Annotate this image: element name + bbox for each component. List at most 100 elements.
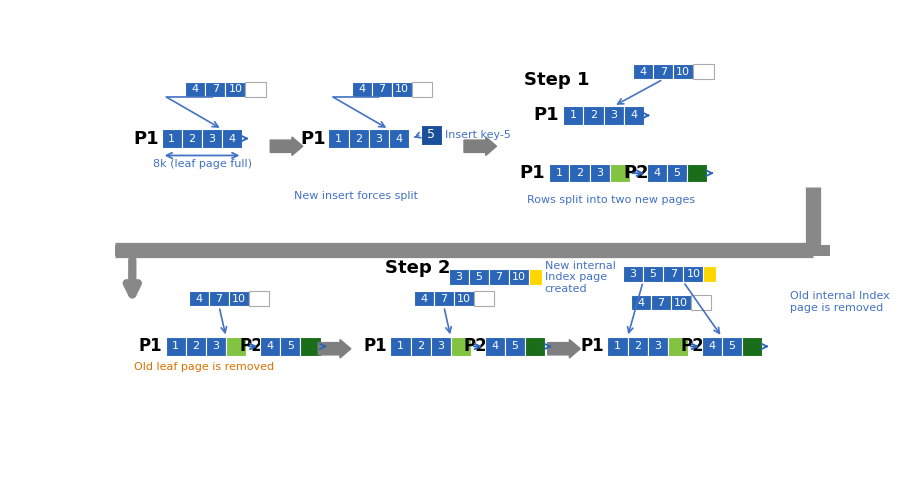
Bar [584, 106, 604, 124]
Text: P1: P1 [138, 338, 162, 355]
Bar [651, 295, 671, 310]
Text: 4: 4 [358, 84, 365, 94]
Text: Old leaf page is removed: Old leaf page is removed [135, 362, 275, 372]
Text: 10: 10 [512, 272, 526, 282]
Bar [647, 337, 668, 355]
FancyArrow shape [548, 340, 580, 358]
Bar [563, 106, 584, 124]
Bar [372, 82, 392, 97]
Bar [431, 337, 451, 355]
Bar [414, 291, 433, 306]
Text: P1: P1 [134, 130, 160, 148]
Text: 4: 4 [229, 134, 236, 143]
Bar [653, 64, 673, 79]
Bar [209, 291, 230, 306]
Text: 3: 3 [208, 134, 216, 143]
Bar [410, 337, 431, 355]
Bar [632, 64, 653, 79]
Text: P2: P2 [623, 164, 649, 182]
Bar [550, 164, 570, 182]
Bar [245, 82, 266, 97]
Bar [647, 164, 667, 182]
Bar [206, 337, 226, 355]
Bar [485, 337, 505, 355]
Text: New internal
Index page
created: New internal Index page created [545, 260, 616, 294]
Bar [448, 270, 468, 285]
Text: 1: 1 [172, 342, 179, 351]
Bar [390, 337, 410, 355]
Text: 4: 4 [640, 66, 646, 76]
Text: P1: P1 [580, 338, 604, 355]
Text: 5: 5 [674, 168, 680, 178]
Text: 1: 1 [570, 110, 577, 120]
Text: Rows split into two new pages: Rows split into two new pages [527, 194, 695, 205]
Text: 4: 4 [654, 168, 660, 178]
Bar [489, 270, 509, 285]
Text: 10: 10 [677, 66, 691, 76]
Text: 2: 2 [188, 134, 195, 143]
Bar [628, 337, 647, 355]
Bar [702, 337, 722, 355]
Text: 5: 5 [287, 342, 294, 351]
Text: 3: 3 [610, 110, 617, 120]
Text: 4: 4 [195, 294, 203, 304]
Text: 10: 10 [229, 84, 242, 94]
Text: 7: 7 [495, 272, 502, 282]
Bar [668, 337, 688, 355]
Bar [609, 164, 630, 182]
Bar [663, 266, 683, 282]
Bar [349, 130, 369, 148]
Text: 10: 10 [232, 294, 246, 304]
Text: 5: 5 [475, 272, 482, 282]
Bar [206, 82, 225, 97]
Bar [608, 337, 628, 355]
Bar [389, 130, 409, 148]
Text: 2: 2 [355, 134, 362, 143]
Bar [631, 295, 651, 310]
Text: 7: 7 [657, 298, 665, 308]
Bar [225, 82, 245, 97]
Text: 3: 3 [437, 342, 444, 351]
Bar [182, 130, 202, 148]
Text: 8k (leaf page full): 8k (leaf page full) [152, 158, 252, 168]
FancyArrow shape [318, 340, 351, 358]
Bar [643, 266, 663, 282]
Text: 10: 10 [674, 298, 688, 308]
Bar [454, 291, 474, 306]
Text: 1: 1 [397, 342, 404, 351]
Bar [412, 82, 432, 97]
Bar [526, 337, 546, 355]
Text: 4: 4 [637, 298, 644, 308]
Bar [226, 337, 246, 355]
Text: 10: 10 [686, 269, 701, 279]
Bar [260, 337, 280, 355]
Bar [161, 130, 182, 148]
Text: P2: P2 [464, 338, 488, 355]
Bar [692, 295, 711, 310]
Text: 10: 10 [457, 294, 471, 304]
Bar [280, 337, 301, 355]
FancyArrow shape [270, 137, 302, 156]
Text: 7: 7 [669, 269, 677, 279]
Text: Step 1: Step 1 [525, 71, 590, 89]
Text: P1: P1 [533, 106, 559, 124]
Bar [604, 106, 623, 124]
Bar [392, 82, 412, 97]
Text: 7: 7 [378, 84, 385, 94]
Text: Step 2: Step 2 [384, 258, 450, 276]
Bar [301, 337, 321, 355]
Text: P1: P1 [300, 130, 325, 148]
Text: 10: 10 [395, 84, 409, 94]
Text: P2: P2 [680, 338, 704, 355]
Bar [189, 291, 209, 306]
Bar [589, 164, 609, 182]
Bar [202, 130, 222, 148]
Text: 5: 5 [728, 342, 736, 351]
Bar [222, 130, 242, 148]
Bar [249, 291, 269, 306]
Bar [505, 337, 526, 355]
Text: P1: P1 [363, 338, 386, 355]
Bar [369, 130, 389, 148]
Bar [570, 164, 589, 182]
Text: 7: 7 [659, 66, 667, 76]
